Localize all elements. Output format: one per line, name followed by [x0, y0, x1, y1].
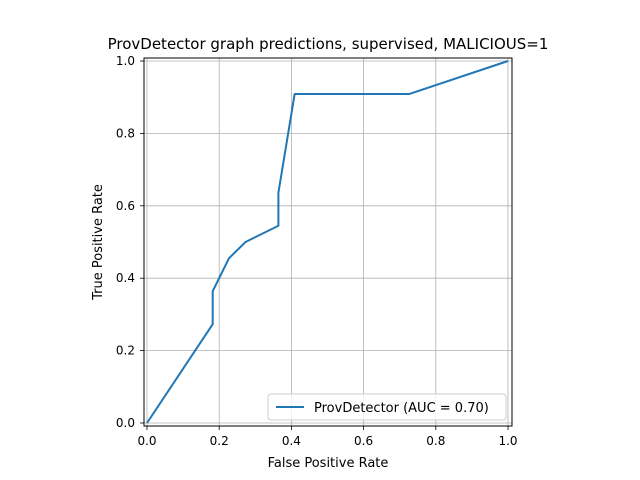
chart-title: ProvDetector graph predictions, supervis… — [108, 35, 549, 53]
legend-box — [267, 393, 507, 421]
x-tick-label: 0.8 — [426, 434, 445, 448]
x-tick-label: 0.6 — [354, 434, 373, 448]
y-axis-ticks: 0.0 0.2 0.4 0.6 0.8 1.0 — [116, 54, 144, 430]
x-tick-label: 0.4 — [282, 434, 301, 448]
x-tick-label: 1.0 — [498, 434, 517, 448]
roc-curve-line — [146, 60, 509, 424]
plot-frame — [143, 57, 513, 427]
x-axis-label: False Positive Rate — [268, 456, 389, 471]
y-tick-label: 0.4 — [116, 271, 135, 285]
x-tick-label: 0.2 — [210, 434, 229, 448]
legend: ProvDetector (AUC = 0.70) — [267, 393, 507, 421]
y-tick-label: 0.8 — [116, 126, 135, 140]
grid-lines — [144, 58, 512, 426]
y-tick-label: 0.6 — [116, 199, 135, 213]
y-tick-label: 1.0 — [116, 54, 135, 68]
y-tick-label: 0.0 — [116, 416, 135, 430]
y-axis-label: True Positive Rate — [91, 184, 106, 301]
legend-label: ProvDetector (AUC = 0.70) — [314, 401, 489, 416]
x-tick-label: 0.0 — [137, 434, 156, 448]
x-axis-ticks: 0.0 0.2 0.4 0.6 0.8 1.0 — [137, 426, 518, 448]
y-tick-label: 0.2 — [116, 344, 135, 358]
series-lines — [146, 60, 509, 424]
